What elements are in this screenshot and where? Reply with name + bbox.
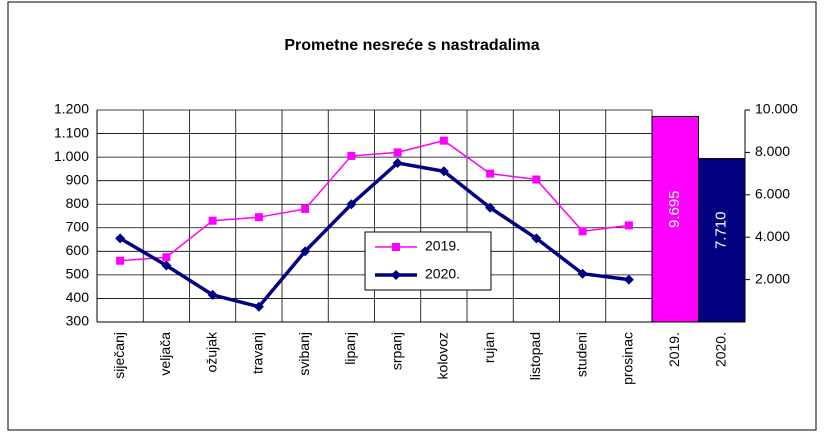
x-tick-label: listopad [527,332,543,380]
y2-tick-label: 8.000 [755,143,790,159]
x-tick-label: prosinac [620,332,636,385]
marker [623,274,634,285]
x-tick-label: veljača [157,332,173,376]
marker [207,289,218,300]
series-line [120,139,629,262]
y2-tick-label: 4.000 [755,228,790,244]
legend-label: 2019. [425,238,460,254]
marker [301,204,310,213]
legend-label: 2020. [425,266,460,282]
marker [578,227,587,236]
marker [253,301,264,312]
y2-tick-label: 2.000 [755,270,790,286]
marker [531,233,542,244]
marker [347,151,356,160]
marker [346,199,357,210]
legend-box [364,231,492,291]
y-tick-label: 700 [66,218,90,234]
y-tick-label: 1.100 [54,124,89,140]
legend-marker [392,243,400,251]
marker [208,216,217,225]
marker [393,148,402,157]
marker [486,169,495,178]
marker [254,213,263,222]
marker [116,256,125,265]
x-tick-label: svibanj [296,332,312,376]
marker [115,233,126,244]
x-tick-label: travanj [250,332,266,374]
x-tick-label: 2019. [666,332,682,367]
marker [624,221,633,230]
bar-value-label: 7.710 [713,212,730,250]
bar-value-label: 9.695 [666,190,683,228]
y-tick-label: 600 [66,242,90,258]
x-tick-label: ožujak [203,331,219,372]
x-tick-label: studeni [573,332,589,377]
marker [439,136,448,145]
marker [392,158,403,168]
y-tick-label: 800 [66,195,90,211]
marker [438,166,449,177]
x-tick-label: srpanj [388,332,404,370]
marker [300,246,311,257]
bar [651,115,699,323]
marker [161,260,172,271]
chart-title: Prometne nesreće s nastradalima [284,37,539,54]
y-tick-label: 300 [66,313,90,329]
y-tick-label: 1.200 [54,101,89,117]
x-tick-label: siječanj [111,332,127,379]
x-tick-label: kolovoz [435,332,451,379]
series-line [119,161,630,309]
y2-tick-label: 10.000 [755,101,798,117]
y-tick-label: 400 [66,289,90,305]
marker [485,202,496,213]
x-tick-label: 2020. [712,332,728,367]
marker [162,253,171,262]
x-tick-label: lipanj [342,332,358,365]
y-tick-label: 900 [66,171,90,187]
marker [532,175,541,184]
bar [698,158,746,323]
y-tick-label: 1.000 [54,148,89,164]
legend-marker [391,270,401,280]
y-tick-label: 500 [66,266,90,282]
marker [577,268,588,279]
x-tick-label: rujan [481,332,497,363]
y2-tick-label: 6.000 [755,186,790,202]
